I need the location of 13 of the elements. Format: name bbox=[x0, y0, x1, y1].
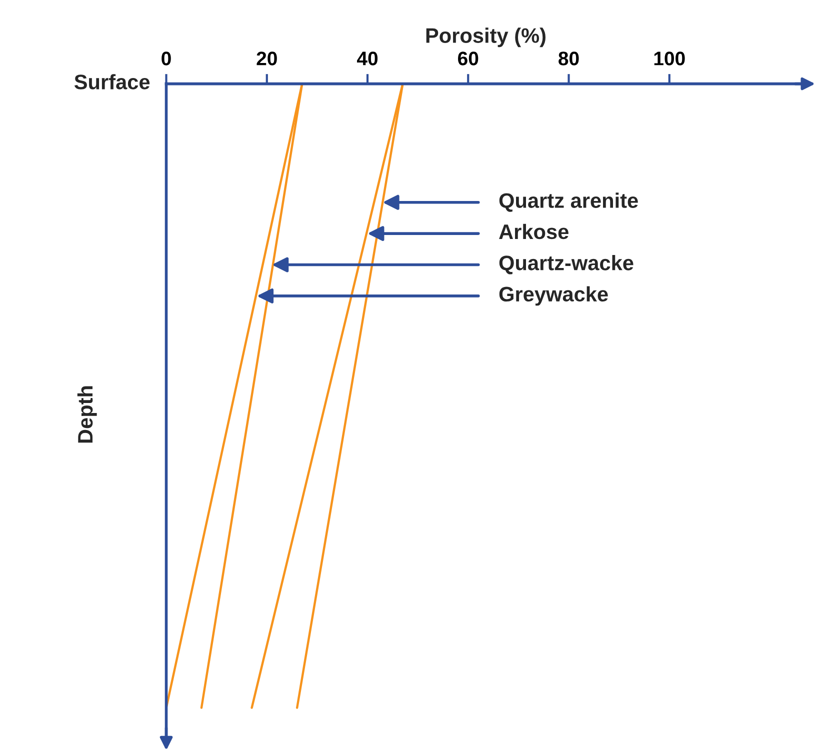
annotation: Quartz arenite bbox=[499, 192, 638, 212]
x-tick-label: 80 bbox=[558, 52, 579, 66]
text: Surface bbox=[74, 74, 150, 90]
x-tick-label: 20 bbox=[256, 52, 277, 66]
annotation: Greywacke bbox=[499, 286, 608, 306]
x-tick-label: 40 bbox=[356, 52, 378, 66]
x-axis-title: Porosity (%) bbox=[426, 28, 546, 48]
x-tick-label: 0 bbox=[162, 52, 171, 66]
x-tick-label: 100 bbox=[654, 52, 685, 66]
y-axis-title: Depth bbox=[77, 386, 97, 443]
annotation: Quartz-wacke bbox=[499, 255, 634, 274]
annotation: Arkose bbox=[499, 224, 568, 240]
x-tick-label: 60 bbox=[458, 52, 478, 66]
